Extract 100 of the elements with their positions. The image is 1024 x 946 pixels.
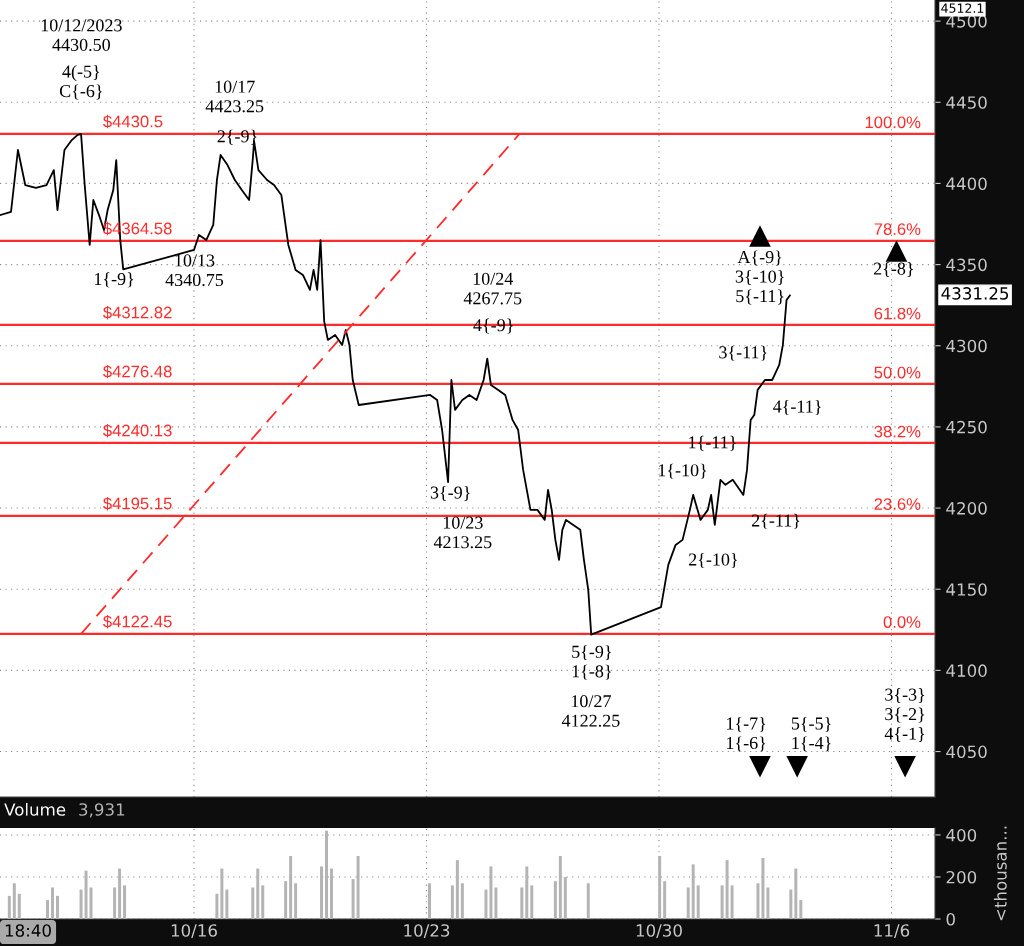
annotation: 10/24 4267.75 — [463, 272, 522, 305]
annotation: 4{-11} — [773, 399, 821, 415]
bar — [484, 889, 488, 919]
y-tick-label: 400 — [946, 828, 977, 842]
bar — [460, 883, 464, 919]
y-tick-label: 4050 — [946, 745, 987, 759]
annotation: 1{-7} 1{-6} — [727, 716, 766, 752]
point — [749, 225, 771, 247]
annotation: 5{-9} 1{-8} — [572, 645, 611, 680]
ref-line-label: $4312.82 — [103, 305, 172, 320]
bar — [251, 887, 255, 919]
ref-line-label: $4430.5 — [103, 114, 163, 129]
bar — [455, 860, 459, 919]
bar — [530, 885, 534, 919]
bar — [563, 876, 567, 919]
bar — [489, 866, 493, 919]
y-axis-title: <thousan... — [993, 826, 1007, 921]
bar — [220, 868, 224, 919]
annotation: 2{-10} — [688, 552, 737, 568]
bar — [789, 889, 793, 919]
bar — [766, 887, 770, 919]
bar — [794, 868, 798, 919]
y-tick-label: 4200 — [946, 502, 987, 515]
point — [786, 756, 808, 778]
annotation: A{-9} 3{-10} 5{-11} — [735, 250, 784, 305]
text: 18:40 — [5, 924, 51, 937]
x-tick-label: 10/23 — [404, 924, 450, 939]
bar — [351, 879, 355, 919]
ref-line-label: $4122.45 — [103, 614, 172, 629]
bar — [330, 868, 333, 919]
bar — [113, 887, 117, 919]
annotation: 5{-5} 1{-4} — [791, 716, 831, 752]
bar — [320, 866, 324, 919]
annotation: 23.6% — [874, 498, 921, 510]
text: 3,931 — [79, 803, 125, 818]
annotation: 61.8% — [874, 307, 921, 320]
annotation: 2{-11} — [751, 513, 800, 529]
bar — [55, 895, 59, 919]
bar — [84, 870, 88, 919]
y-tick-label: 4450 — [946, 96, 987, 109]
annotation: 3{-9} — [430, 485, 470, 501]
bar — [79, 889, 83, 919]
bar — [658, 855, 662, 919]
annotation: 78.6% — [874, 223, 921, 236]
bar — [256, 868, 260, 919]
y-tick-label: 4400 — [946, 177, 987, 190]
point — [749, 756, 771, 778]
bar — [356, 855, 360, 919]
bar — [799, 900, 803, 919]
annotation: 10/13 4340.75 — [165, 254, 224, 287]
bar — [123, 885, 127, 919]
bar — [525, 866, 529, 919]
bar — [720, 885, 724, 919]
bar — [586, 883, 590, 919]
annotation: 4(-5} C{-6} — [59, 64, 102, 100]
bar — [294, 883, 298, 919]
bar — [686, 887, 690, 919]
bar — [225, 889, 229, 919]
annotation: 10/27 4122.25 — [561, 695, 620, 727]
bar — [730, 885, 734, 919]
bar — [558, 855, 562, 919]
annotation: 50.0% — [874, 366, 921, 379]
text: Volume — [4, 802, 66, 816]
annotation: 2{-8} — [873, 262, 913, 277]
bar — [494, 887, 498, 919]
ref-line-label: $4240.13 — [103, 423, 172, 438]
bar — [756, 883, 760, 919]
y-tick-label: 4350 — [946, 258, 987, 272]
annotation: 1{-9} — [94, 272, 134, 288]
bar — [118, 868, 122, 919]
x-tick-label: 10/16 — [171, 924, 217, 939]
bar — [289, 855, 293, 919]
bar — [663, 881, 667, 919]
bar — [450, 885, 454, 919]
annotation: 0.0% — [883, 616, 921, 628]
point — [894, 756, 916, 778]
y-tick-label: 4100 — [946, 664, 987, 677]
x-tick-label: 10/30 — [636, 924, 682, 939]
bar — [520, 887, 524, 919]
annotation: 100.0% — [865, 116, 921, 129]
bar — [696, 885, 700, 919]
bar — [691, 864, 695, 919]
annotation: 38.2% — [874, 425, 921, 438]
bar — [427, 883, 431, 919]
bar — [325, 830, 329, 919]
bar — [761, 858, 765, 919]
x-tick-label: 11/6 — [874, 924, 910, 939]
y-tick-label: 4300 — [946, 339, 987, 353]
bar — [553, 881, 557, 919]
y-tick-label: 4150 — [946, 583, 987, 596]
ref-line-label: $4276.48 — [103, 364, 172, 379]
annotation: 10/12/2023 4430.50 — [41, 19, 122, 52]
text: 4512.1 — [941, 3, 984, 13]
y-tick-label: 200 — [946, 870, 977, 884]
text: 4331.25 — [941, 287, 1009, 300]
y-tick-label: 0 — [946, 912, 955, 926]
y-tick-label: 4250 — [946, 420, 987, 434]
annotation: 1{-10} — [658, 463, 707, 479]
bar — [89, 887, 93, 919]
bar — [725, 860, 729, 919]
